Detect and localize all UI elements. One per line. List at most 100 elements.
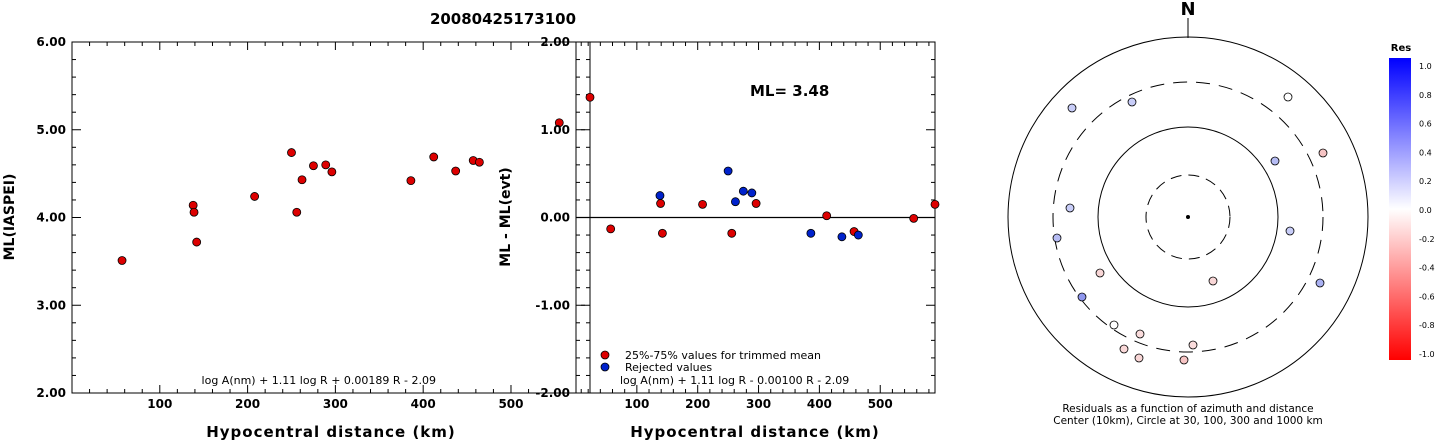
residual-point <box>1179 355 1189 365</box>
data-point <box>117 256 127 265</box>
data-point <box>853 230 863 240</box>
polar-caption-line1: Residuals as a function of azimuth and d… <box>1062 403 1313 415</box>
x-tick-label: 100 <box>147 397 172 411</box>
x-tick-label: 300 <box>323 397 348 411</box>
ring-300km <box>1052 81 1324 353</box>
y-axis-label: ML - ML(evt) <box>498 167 514 266</box>
residual-point <box>1095 268 1105 278</box>
legend-marker-trimmed <box>600 350 610 360</box>
y-tick-label: 1.00 <box>540 123 570 137</box>
residual-point <box>1077 292 1087 302</box>
residual-point <box>1135 329 1145 339</box>
data-point <box>429 152 439 162</box>
data-point <box>321 160 331 170</box>
y-axis-label: ML(IASPEI) <box>2 174 18 261</box>
data-point <box>656 199 665 208</box>
data-point <box>189 207 199 217</box>
data-point <box>727 228 737 238</box>
y-tick-label: 0.00 <box>540 211 570 225</box>
axis-ticks: 100 200 300 400 500 2.00 3.00 4.00 5.00 6.00 <box>36 35 590 411</box>
data-point <box>723 166 733 176</box>
formula-label: log A(nm) + 1.11 log R + 0.00189 R - 2.0… <box>202 374 436 387</box>
residual-point <box>1109 320 1119 330</box>
colorbar-label: 0.4 <box>1419 148 1432 157</box>
y-tick-label: -2.00 <box>535 386 570 400</box>
residual-point <box>1188 340 1198 350</box>
center-dot <box>1186 215 1190 219</box>
ring-100km <box>1097 126 1279 308</box>
y-tick-label: 5.00 <box>36 123 66 137</box>
legend-marker-rejected <box>600 362 610 372</box>
data-point <box>751 199 761 208</box>
x-tick-label: 300 <box>746 397 771 411</box>
y-tick-label: 2.00 <box>540 35 570 49</box>
ml-annotation: ML= 3.48 <box>750 82 829 100</box>
data-point <box>606 224 616 234</box>
data-point <box>451 166 461 176</box>
data-point <box>837 232 847 242</box>
y-tick-label: 3.00 <box>36 298 66 312</box>
x-tick-label: 200 <box>685 397 710 411</box>
colorbar-labels: 1.0 0.8 0.6 0.4 0.2 0.0 -0.2 -0.4 -0.6 -0.8 -1.0 <box>1419 62 1435 359</box>
y-tick-label: 2.00 <box>36 386 66 400</box>
residual-point <box>1208 276 1218 286</box>
colorbar-label: 0.6 <box>1419 120 1432 129</box>
data-point <box>474 157 484 167</box>
residual-point <box>1318 148 1328 158</box>
panel-ml-vs-distance: 100 200 300 400 500 2.00 3.00 4.00 5.00 6.00 ML(I… <box>2 35 595 441</box>
x-tick-label: 100 <box>624 397 649 411</box>
north-label: N <box>1180 0 1195 20</box>
residual-point <box>1270 156 1280 166</box>
axis-ticks: 100 200 300 400 500 -2.00 -1.00 0.00 1.00 2.00 <box>535 35 935 411</box>
data-point <box>738 186 748 196</box>
colorbar-label: -1.0 <box>1419 350 1435 359</box>
panel-residual-vs-distance: 100 200 300 400 500 -2.00 -1.00 0.00 1.00 2.00 ML… <box>498 35 940 441</box>
data-point <box>250 192 260 201</box>
data-point <box>297 175 307 185</box>
data-point <box>292 207 302 217</box>
x-tick-label: 400 <box>411 397 436 411</box>
data-point <box>698 199 707 209</box>
data-point <box>930 199 940 209</box>
residual-point <box>1285 226 1295 236</box>
x-axis-label: Hypocentral distance (km) <box>206 423 456 441</box>
colorbar-label: 1.0 <box>1419 62 1432 71</box>
figure-title: 20080425173100 <box>430 10 576 28</box>
residual-point <box>1134 353 1144 363</box>
data-point <box>554 118 564 128</box>
x-axis-label: Hypocentral distance (km) <box>630 423 880 441</box>
x-tick-label: 200 <box>235 397 260 411</box>
data-point <box>327 167 337 177</box>
panel-polar-residuals: N Residuals as a function of azimuth and… <box>1007 0 1369 427</box>
x-tick-label: 500 <box>868 397 893 411</box>
residual-point <box>1283 92 1293 102</box>
data-point <box>192 237 202 247</box>
formula-label: log A(nm) + 1.11 log R - 0.00100 R - 2.0… <box>620 374 849 387</box>
data-point <box>287 148 296 157</box>
colorbar-label: 0.8 <box>1419 91 1432 100</box>
data-points <box>606 166 940 242</box>
x-tick-label: 400 <box>807 397 832 411</box>
y-tick-label: 6.00 <box>36 35 66 49</box>
data-point <box>585 92 595 102</box>
polar-caption-line2: Center (10km), Circle at 30, 100, 300 an… <box>1053 415 1323 427</box>
data-point <box>909 213 919 223</box>
colorbar: Res 1.0 0.8 0.6 0.4 0.2 0.0 -0.2 -0.4 -0.6 -0.8 -1… <box>1389 43 1435 360</box>
colorbar-label: -0.8 <box>1419 321 1435 330</box>
residual-point <box>1127 97 1137 107</box>
residual-point <box>1052 233 1062 243</box>
colorbar-label: 0.0 <box>1419 206 1432 215</box>
colorbar-label: -0.2 <box>1419 235 1435 244</box>
data-point <box>655 191 665 200</box>
residual-point <box>1067 103 1077 113</box>
residual-point <box>1065 203 1075 213</box>
data-point <box>747 188 757 198</box>
residual-point <box>1119 344 1129 354</box>
ring-1000km <box>1007 36 1369 398</box>
data-point <box>406 176 416 186</box>
y-tick-label: -1.00 <box>535 298 570 312</box>
data-point <box>806 228 816 238</box>
colorbar-label: -0.6 <box>1419 292 1435 301</box>
y-tick-label: 4.00 <box>36 211 66 225</box>
